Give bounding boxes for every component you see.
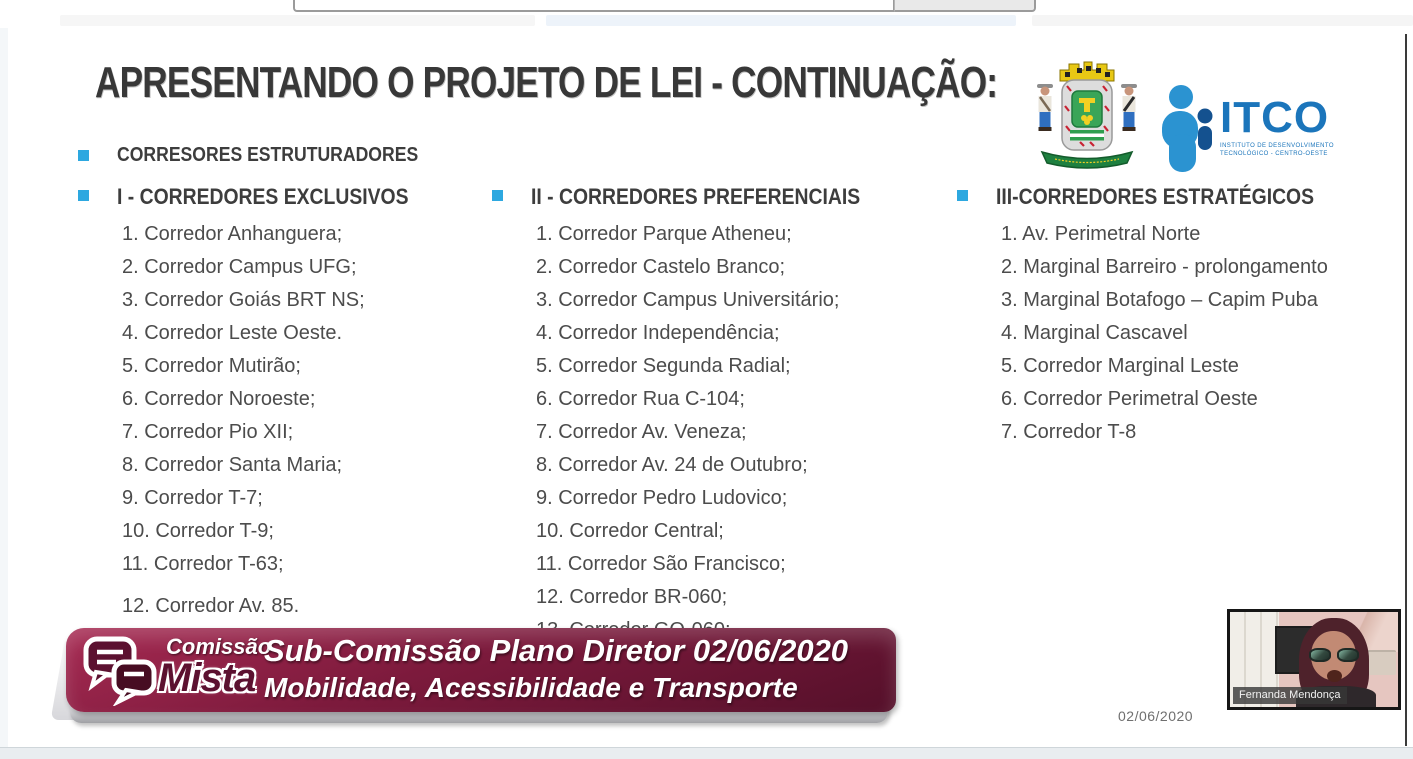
- banner-title-line2: Mobilidade, Acessibilidade e Transporte: [264, 672, 798, 703]
- list-item: 8. Corredor Av. 24 de Outubro;: [536, 454, 808, 476]
- list-item: 9. Corredor T-7;: [122, 487, 263, 509]
- toolbar-strip-right: [1032, 15, 1413, 26]
- webcam-thumbnail[interactable]: Fernanda Mendonça: [1227, 609, 1401, 710]
- list-item: 10. Corredor Central;: [536, 520, 724, 542]
- itco-caption: INSTITUTO DE DESENVOLVIMENTO TECNOLÓGICO…: [1220, 143, 1334, 157]
- slide-date: 02/06/2020: [1118, 708, 1194, 724]
- column-corredores-exclusivos: I - CORREDORES EXCLUSIVOS 1. Corredor An…: [78, 184, 548, 623]
- intro-bullet-row: CORRESORES ESTRUTURADORES: [78, 144, 459, 167]
- window-left-edge: [0, 28, 8, 747]
- list-item: 2. Marginal Barreiro - prolongamento: [1001, 256, 1328, 278]
- list-item: 4. Corredor Leste Oeste.: [122, 322, 343, 344]
- banner-panel: Comissão Mista Sub-Comissão Plano Direto…: [66, 628, 896, 712]
- bullet-square-icon: [78, 150, 89, 161]
- window-right-edge-line: [1405, 34, 1407, 746]
- list-item: 1. Corredor Parque Atheneu;: [536, 223, 792, 245]
- list-item: 11. Corredor São Francisco;: [536, 553, 786, 575]
- list-item: 1. Av. Perimetral Norte: [1001, 223, 1201, 245]
- column-corredores-estrategicos: III-CORREDORES ESTRATÉGICOS 1. Av. Perim…: [957, 184, 1413, 449]
- corridor-list: 1. Corredor Parque Atheneu; 2. Corredor C…: [492, 218, 962, 647]
- list-item: 2. Corredor Castelo Branco;: [536, 256, 786, 278]
- list-item: 8. Corredor Santa Maria;: [122, 454, 343, 476]
- list-item: 7. Corredor Av. Veneza;: [536, 421, 747, 443]
- glasses-lens-right: [1337, 648, 1360, 663]
- itco-logo: ITCO INSTITUTO DE DESENVOLVIMENTO TECNOL…: [1156, 84, 1371, 176]
- list-item: 5. Corredor Mutirão;: [122, 355, 301, 377]
- list-item: 3. Corredor Campus Universitário;: [536, 289, 840, 311]
- list-item: 9. Corredor Pedro Ludovico;: [536, 487, 788, 509]
- list-item: 12. Corredor BR-060;: [536, 586, 728, 608]
- speech-bubbles-icon: [83, 636, 157, 706]
- list-item: 3. Corredor Goiás BRT NS;: [122, 289, 365, 311]
- bottom-taskbar-strip: [0, 747, 1413, 759]
- webcam-name-label: Fernanda Mendonça: [1233, 687, 1347, 704]
- air-conditioner: [1364, 650, 1397, 675]
- intro-bullet-label: CORRESORES ESTRUTURADORES: [117, 144, 419, 166]
- list-item: 12. Corredor Av. 85.: [122, 595, 300, 617]
- column-header: I - CORREDORES EXCLUSIVOS: [117, 184, 409, 209]
- list-item: 4. Corredor Independência;: [536, 322, 780, 344]
- list-item: 6. Corredor Perimetral Oeste: [1001, 388, 1258, 410]
- list-item: 6. Corredor Noroeste;: [122, 388, 316, 410]
- corridor-list: 1. Corredor Anhanguera; 2. Corredor Campu…: [78, 218, 548, 623]
- itco-person-icon: [1162, 85, 1213, 172]
- banner-logo-mista: Mista: [158, 656, 256, 700]
- banner-title-line1: Sub-Comissão Plano Diretor 02/06/2020: [264, 633, 849, 668]
- goiania-coat-of-arms-logo: [1037, 61, 1137, 169]
- bullet-square-icon: [492, 190, 503, 201]
- toolbar-strip-center: [546, 15, 1016, 26]
- list-item: 4. Marginal Cascavel: [1001, 322, 1188, 344]
- banner-logo-comissao: Comissão: [166, 634, 272, 659]
- column-header: II - CORREDORES PREFERENCIAIS: [531, 184, 861, 209]
- glasses-lens-left: [1308, 648, 1332, 663]
- person-glasses: [1308, 648, 1360, 663]
- column-header: III-CORREDORES ESTRATÉGICOS: [996, 184, 1315, 209]
- list-item: 6. Corredor Rua C-104;: [536, 388, 745, 410]
- person-mouth: [1326, 669, 1342, 683]
- bullet-square-icon: [78, 190, 89, 201]
- list-item: 3. Marginal Botafogo – Capim Puba: [1001, 289, 1318, 311]
- list-item: 5. Corredor Segunda Radial;: [536, 355, 791, 377]
- list-item: 10. Corredor T-9;: [122, 520, 274, 542]
- itco-wordmark: ITCO: [1220, 93, 1330, 142]
- list-item: 1. Corredor Anhanguera;: [122, 223, 343, 245]
- list-item: 5. Corredor Marginal Leste: [1001, 355, 1239, 377]
- list-item: 2. Corredor Campus UFG;: [122, 256, 357, 278]
- slide-title: APRESENTANDO O PROJETO DE LEI - CONTINUA…: [95, 58, 998, 107]
- list-item: 7. Corredor Pio XII;: [122, 421, 294, 443]
- corridor-list: 1. Av. Perimetral Norte 2. Marginal Barre…: [957, 218, 1413, 449]
- top-text-input[interactable]: [293, 0, 894, 12]
- list-item: 11. Corredor T-63;: [122, 553, 284, 575]
- top-button[interactable]: [894, 0, 1036, 12]
- column-corredores-preferenciais: II - CORREDORES PREFERENCIAIS 1. Corredo…: [492, 184, 962, 647]
- toolbar-strip-left: [60, 15, 535, 26]
- comissao-mista-banner: Comissão Mista Sub-Comissão Plano Direto…: [50, 626, 910, 728]
- bullet-square-icon: [957, 190, 968, 201]
- list-item: 7. Corredor T-8: [1001, 421, 1137, 443]
